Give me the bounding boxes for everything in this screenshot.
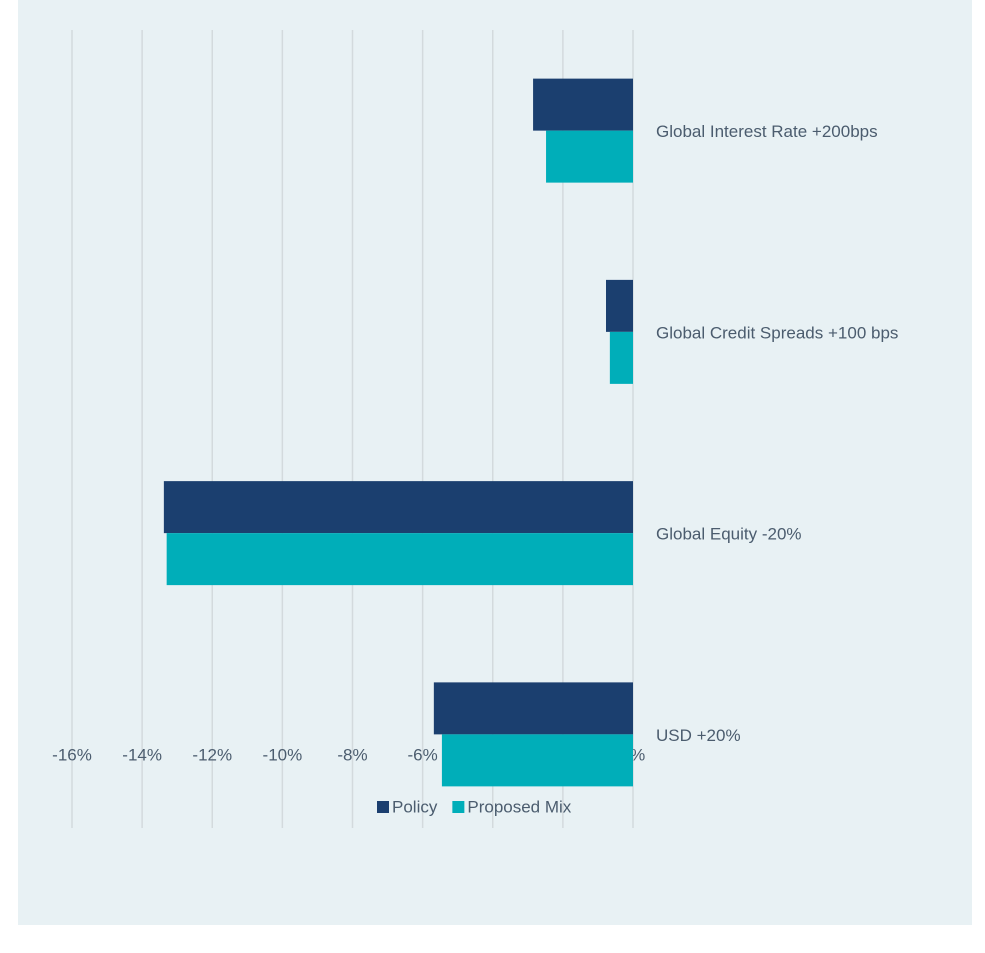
bar: [166, 533, 633, 586]
legend-swatch: [452, 801, 465, 813]
bar: [606, 279, 633, 332]
x-tick-label: -10%: [263, 745, 303, 764]
bar: [609, 331, 633, 384]
bar: [546, 130, 633, 183]
bar: [433, 682, 633, 735]
legend-label: Policy: [392, 797, 438, 816]
x-tick-label: -8%: [337, 745, 367, 764]
category-label: Global Interest Rate +200bps: [656, 122, 878, 141]
x-tick-label: -16%: [52, 745, 92, 764]
bar: [441, 734, 633, 787]
x-tick-label: -6%: [408, 745, 438, 764]
x-tick-label: -14%: [122, 745, 162, 764]
bar: [533, 78, 633, 131]
bar: [163, 481, 633, 534]
legend-label: Proposed Mix: [467, 797, 571, 816]
category-label: USD +20%: [656, 726, 741, 745]
legend-swatch: [377, 801, 389, 813]
category-label: Global Credit Spreads +100 bps: [656, 323, 898, 342]
category-label: Global Equity -20%: [656, 525, 802, 544]
x-tick-label: -12%: [192, 745, 232, 764]
